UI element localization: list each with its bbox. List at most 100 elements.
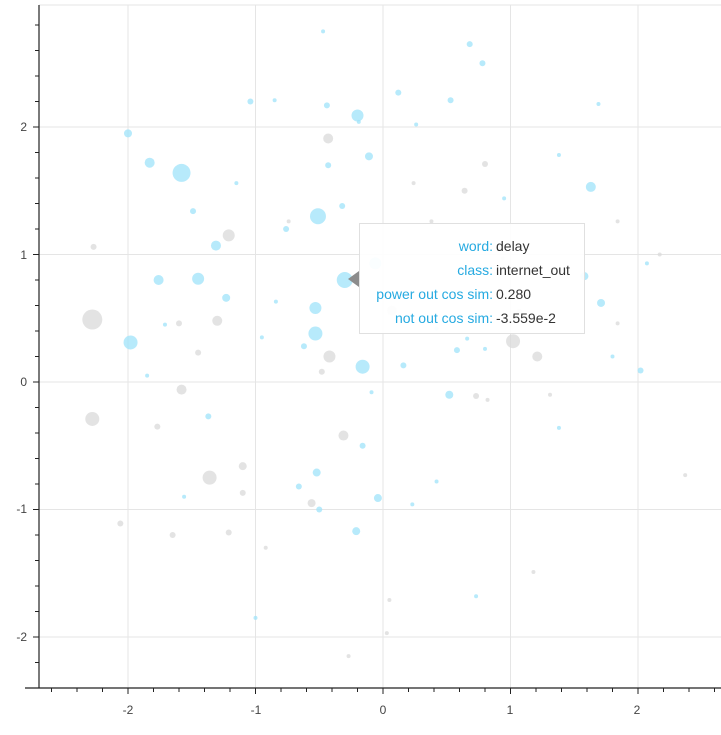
- data-point[interactable]: [190, 208, 197, 215]
- data-point[interactable]: [483, 346, 487, 351]
- data-point[interactable]: [192, 272, 205, 285]
- data-point[interactable]: [169, 532, 176, 538]
- data-point[interactable]: [283, 226, 290, 232]
- data-point[interactable]: [212, 315, 223, 326]
- data-point[interactable]: [485, 397, 490, 402]
- data-point[interactable]: [222, 293, 231, 302]
- data-point[interactable]: [429, 219, 434, 224]
- data-point[interactable]: [316, 506, 323, 513]
- data-point[interactable]: [117, 520, 124, 527]
- data-point[interactable]: [411, 181, 416, 186]
- data-point[interactable]: [395, 89, 402, 96]
- data-point[interactable]: [410, 502, 415, 507]
- data-point[interactable]: [615, 219, 620, 224]
- data-point[interactable]: [286, 219, 291, 224]
- data-point[interactable]: [373, 494, 382, 503]
- data-point[interactable]: [239, 489, 246, 496]
- data-point[interactable]: [225, 529, 232, 536]
- data-point[interactable]: [172, 163, 191, 182]
- data-point[interactable]: [384, 631, 389, 636]
- data-point[interactable]: [309, 302, 322, 315]
- data-point[interactable]: [247, 98, 254, 105]
- data-point[interactable]: [202, 470, 217, 485]
- data-point[interactable]: [359, 442, 366, 449]
- data-point[interactable]: [615, 321, 620, 326]
- data-point[interactable]: [321, 29, 326, 34]
- data-point[interactable]: [445, 390, 454, 399]
- data-point[interactable]: [162, 322, 167, 327]
- data-point[interactable]: [356, 119, 361, 124]
- data-point[interactable]: [195, 349, 202, 356]
- data-point[interactable]: [263, 545, 268, 550]
- data-point[interactable]: [556, 153, 561, 158]
- data-point[interactable]: [85, 411, 100, 426]
- data-point[interactable]: [82, 309, 103, 330]
- gray-points[interactable]: [82, 133, 688, 659]
- data-point[interactable]: [222, 229, 235, 242]
- data-point[interactable]: [556, 425, 561, 430]
- data-point[interactable]: [610, 354, 615, 359]
- data-point[interactable]: [531, 569, 536, 574]
- data-point[interactable]: [259, 335, 264, 340]
- data-point[interactable]: [657, 252, 662, 257]
- data-point[interactable]: [351, 109, 364, 122]
- data-point[interactable]: [596, 102, 601, 107]
- data-point[interactable]: [447, 97, 454, 104]
- data-point[interactable]: [339, 203, 346, 210]
- data-point[interactable]: [238, 462, 247, 471]
- data-point[interactable]: [465, 336, 470, 341]
- data-point[interactable]: [502, 196, 507, 201]
- data-point[interactable]: [346, 654, 351, 659]
- data-point[interactable]: [307, 499, 316, 508]
- data-point[interactable]: [597, 298, 606, 307]
- data-point[interactable]: [473, 393, 480, 400]
- data-point[interactable]: [309, 208, 326, 225]
- data-point[interactable]: [352, 527, 361, 536]
- data-point[interactable]: [434, 479, 439, 484]
- data-point[interactable]: [234, 181, 239, 186]
- data-point[interactable]: [154, 423, 161, 430]
- data-point[interactable]: [205, 413, 212, 420]
- data-point[interactable]: [312, 468, 321, 477]
- data-point[interactable]: [506, 334, 521, 349]
- data-point[interactable]: [453, 347, 460, 354]
- data-point[interactable]: [300, 343, 307, 350]
- data-point[interactable]: [461, 187, 468, 194]
- data-point[interactable]: [479, 60, 486, 67]
- data-point[interactable]: [153, 275, 164, 285]
- data-point[interactable]: [308, 326, 323, 341]
- data-point[interactable]: [323, 350, 336, 363]
- data-point[interactable]: [585, 181, 596, 192]
- data-point[interactable]: [474, 594, 479, 599]
- data-point[interactable]: [532, 351, 543, 362]
- data-point[interactable]: [466, 41, 473, 48]
- data-point[interactable]: [318, 368, 325, 375]
- data-point[interactable]: [338, 430, 349, 441]
- data-point[interactable]: [90, 243, 97, 250]
- data-point[interactable]: [364, 152, 373, 161]
- data-point[interactable]: [123, 335, 138, 350]
- data-point[interactable]: [482, 160, 488, 167]
- data-point[interactable]: [210, 240, 221, 251]
- data-point[interactable]: [355, 359, 370, 374]
- data-point[interactable]: [325, 162, 332, 169]
- data-point[interactable]: [323, 133, 334, 144]
- data-point[interactable]: [176, 384, 187, 395]
- data-point[interactable]: [272, 98, 277, 103]
- data-point[interactable]: [387, 598, 392, 603]
- data-point[interactable]: [273, 299, 278, 304]
- data-point[interactable]: [295, 483, 302, 490]
- data-point[interactable]: [369, 390, 374, 395]
- data-point[interactable]: [323, 102, 330, 109]
- data-point[interactable]: [124, 129, 132, 138]
- data-point[interactable]: [548, 392, 553, 397]
- data-point[interactable]: [644, 261, 649, 266]
- data-point[interactable]: [253, 615, 258, 620]
- data-point[interactable]: [400, 362, 407, 369]
- data-point[interactable]: [176, 320, 182, 327]
- data-point[interactable]: [145, 373, 150, 378]
- data-point[interactable]: [144, 157, 155, 168]
- data-point[interactable]: [414, 122, 419, 127]
- data-point[interactable]: [637, 367, 644, 374]
